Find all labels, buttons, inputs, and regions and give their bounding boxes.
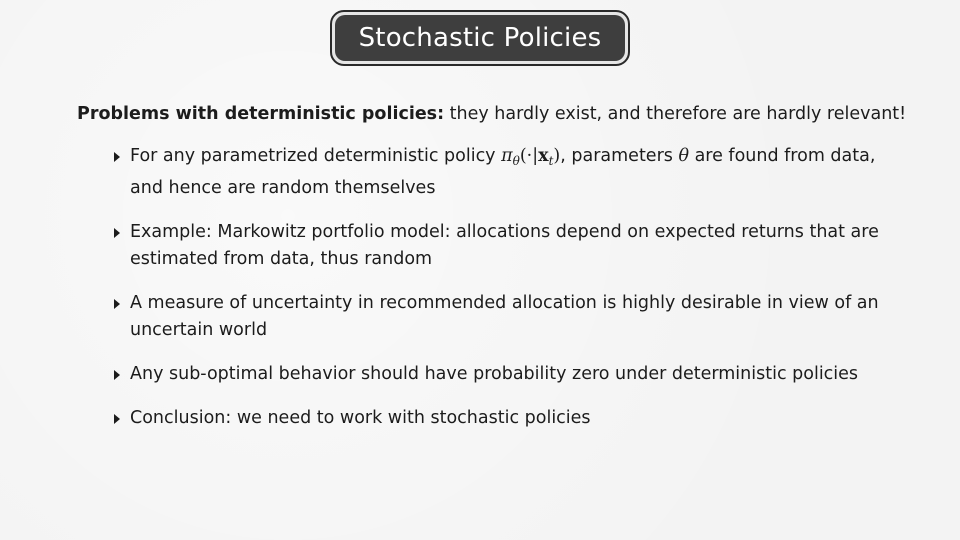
lead-statement: Problems with deterministic policies: th… — [77, 104, 906, 124]
formula-pi: π — [501, 146, 513, 166]
lead-bold-text: Problems with deterministic policies: — [77, 104, 445, 124]
bullet-text: A measure of uncertainty in recommended … — [130, 293, 879, 340]
bullet-item: A measure of uncertainty in recommended … — [112, 290, 892, 344]
bullet-text: , parameters — [560, 146, 679, 166]
bullet-text: For any parametrized deterministic polic… — [130, 146, 502, 166]
formula-sub-theta: θ — [512, 154, 520, 168]
bullet-arrow-icon — [114, 299, 120, 309]
bullet-text: are found from data, and hence are rando… — [130, 146, 876, 198]
bullet-list: For any parametrized deterministic polic… — [112, 143, 892, 432]
bullet-item: Conclusion: we need to work with stochas… — [112, 405, 892, 432]
policy-formula: πθ(·|xt) — [501, 146, 561, 168]
bullet-text: Example: Markowitz portfolio model: allo… — [130, 222, 879, 269]
bullet-arrow-icon — [114, 414, 120, 424]
bullet-item: Any sub-optimal behavior should have pro… — [112, 361, 892, 388]
bullet-item: Example: Markowitz portfolio model: allo… — [112, 219, 892, 273]
formula-sub-t: t — [548, 154, 554, 168]
lead-rest-text: they hardly exist, and therefore are har… — [444, 104, 907, 124]
slide-title: Stochastic Policies — [335, 15, 625, 61]
bullet-arrow-icon — [114, 152, 120, 162]
title-box: Stochastic Policies — [330, 10, 630, 66]
formula-open: (·| — [519, 146, 539, 166]
bullet-arrow-icon — [114, 370, 120, 380]
bullet-text: Conclusion: we need to work with stochas… — [130, 408, 591, 428]
bullet-arrow-icon — [114, 228, 120, 238]
theta-symbol: θ — [678, 146, 689, 166]
formula-close: ) — [553, 146, 561, 166]
bullet-text: Any sub-optimal behavior should have pro… — [130, 364, 859, 384]
formula-x: x — [538, 146, 549, 166]
bullet-item: For any parametrized deterministic polic… — [112, 143, 892, 202]
